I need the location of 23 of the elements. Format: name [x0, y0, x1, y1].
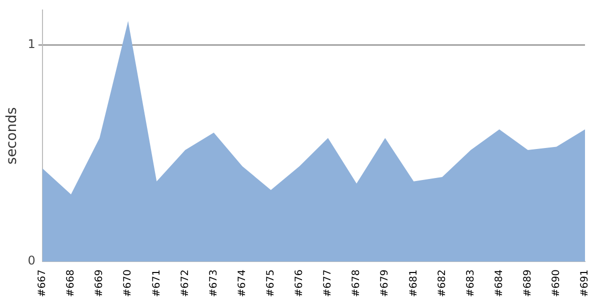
x-tick-label: #679 — [380, 270, 391, 298]
x-tick-label: #689 — [522, 270, 534, 298]
x-tick-label: #684 — [494, 270, 505, 298]
x-tick-label: #676 — [294, 270, 306, 298]
x-tick-label: #668 — [66, 270, 77, 298]
x-tick-label: #670 — [122, 270, 134, 298]
x-tick-label: #671 — [151, 270, 162, 298]
x-tick-label: #669 — [94, 270, 106, 298]
x-tick-label: #672 — [180, 270, 191, 298]
x-tick-label: #691 — [580, 270, 591, 298]
y-axis-title: seconds — [4, 107, 20, 164]
x-tick-label: #678 — [351, 270, 362, 298]
x-tick-label: #683 — [465, 270, 476, 298]
x-tick-label: #677 — [322, 270, 334, 298]
x-tick-label: #674 — [236, 270, 248, 298]
x-tick-label: #690 — [551, 270, 562, 298]
x-tick-label: #673 — [208, 270, 220, 298]
y-tick-label: 1 — [28, 36, 36, 51]
x-tick-label: #682 — [436, 270, 448, 298]
x-tick-label: #681 — [408, 270, 420, 298]
y-tick-label: 0 — [28, 254, 36, 268]
x-tick-label: #667 — [37, 270, 48, 298]
x-tick-label: #675 — [265, 270, 276, 298]
